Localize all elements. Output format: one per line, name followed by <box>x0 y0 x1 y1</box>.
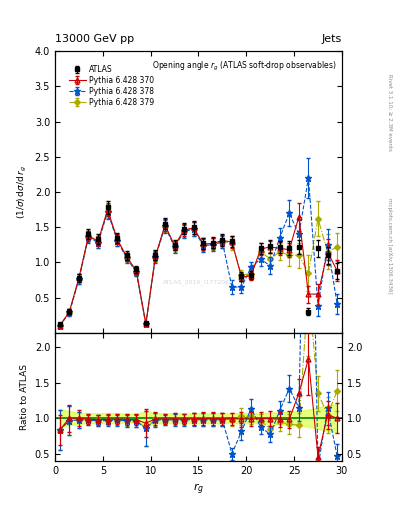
X-axis label: $r_g$: $r_g$ <box>193 481 204 497</box>
Text: Jets: Jets <box>321 33 342 44</box>
Legend: ATLAS, Pythia 6.428 370, Pythia 6.428 378, Pythia 6.428 379: ATLAS, Pythia 6.428 370, Pythia 6.428 37… <box>68 63 156 108</box>
Text: Rivet 3.1.10; ≥ 2.3M events: Rivet 3.1.10; ≥ 2.3M events <box>387 74 392 151</box>
Text: 13000 GeV pp: 13000 GeV pp <box>55 33 134 44</box>
Text: ATLAS_2019_I1772062: ATLAS_2019_I1772062 <box>163 279 234 285</box>
Text: mcplots.cern.ch [arXiv:1306.3436]: mcplots.cern.ch [arXiv:1306.3436] <box>387 198 392 293</box>
Y-axis label: Ratio to ATLAS: Ratio to ATLAS <box>20 364 29 430</box>
Y-axis label: $(1/\sigma)\,{\rm d}\sigma/{\rm d}\,r_g$: $(1/\sigma)\,{\rm d}\sigma/{\rm d}\,r_g$ <box>16 165 29 219</box>
Text: Opening angle $r_g$ (ATLAS soft-drop observables): Opening angle $r_g$ (ATLAS soft-drop obs… <box>152 60 336 73</box>
